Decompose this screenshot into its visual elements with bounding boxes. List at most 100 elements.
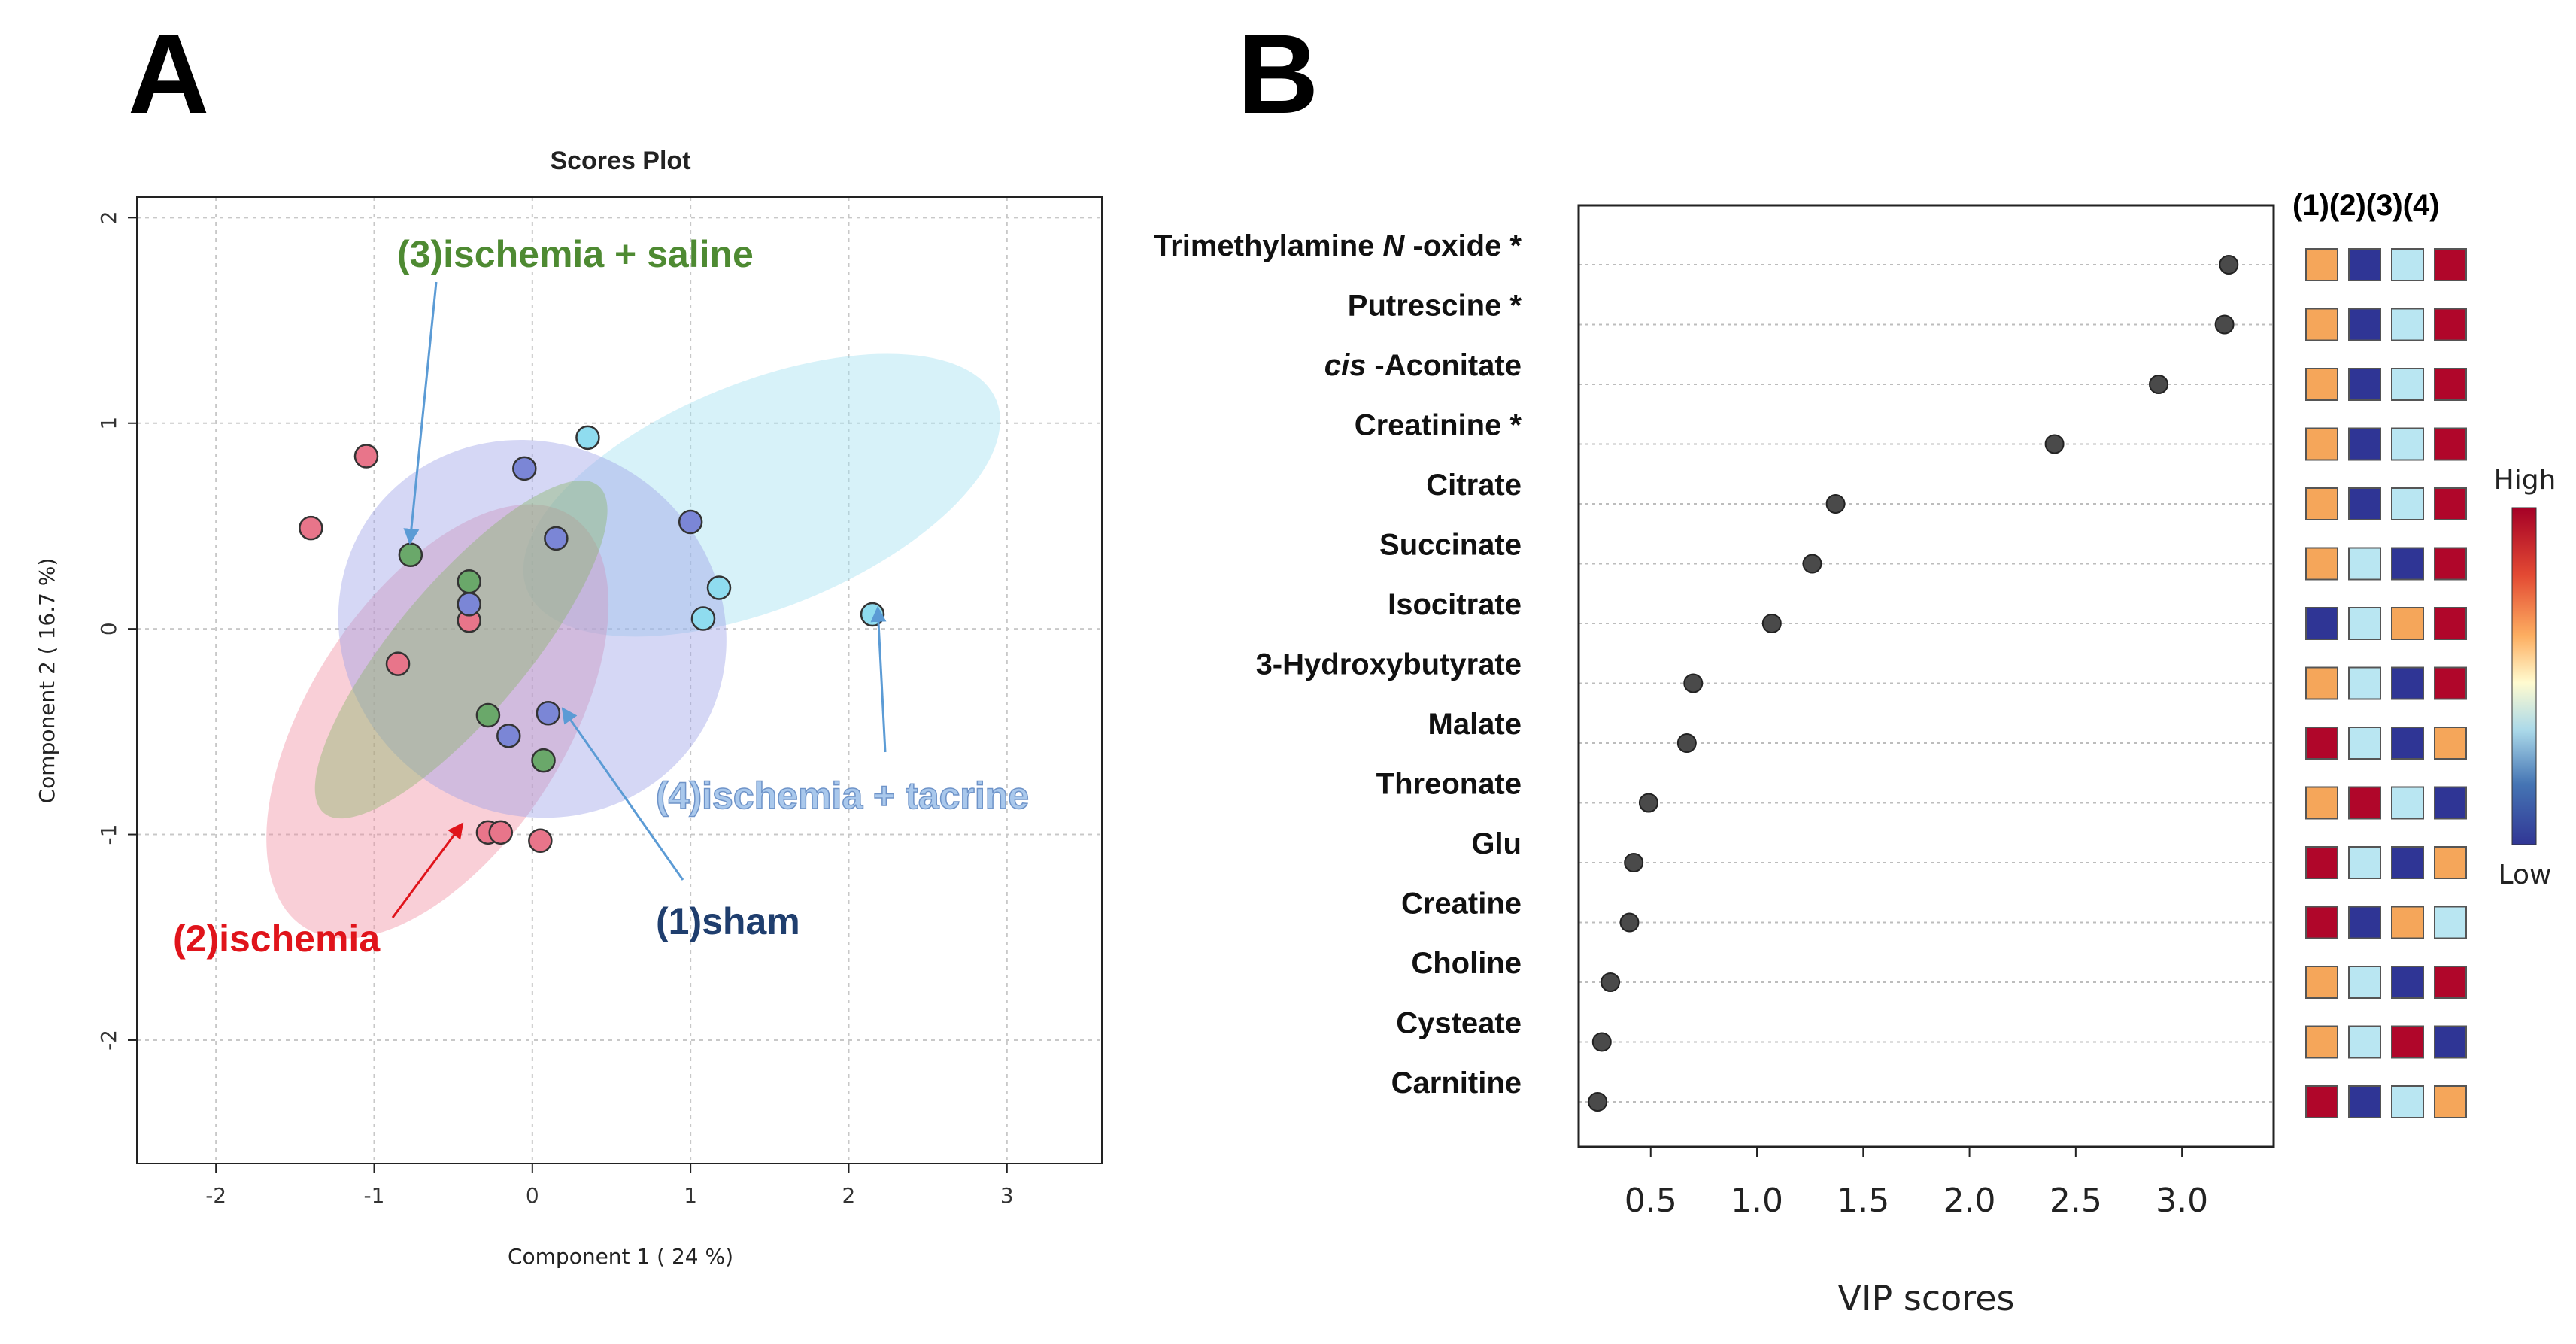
legend-color-bar [2511,507,2537,845]
heatmap-cell [2305,906,2338,939]
vip-point [2214,314,2235,335]
score-point [385,651,411,676]
vip-tick-label: 0.5 [1625,1182,1677,1220]
heatmap-cell [2434,846,2467,879]
heatmap-cell [2434,308,2467,341]
heatmap-cell [2305,1085,2338,1118]
metabolite-label: Choline [1411,947,1522,980]
metabolite-label: Putrescine * [1348,290,1522,323]
heatmap-cell [2391,846,2424,879]
heatmap-cell [2391,966,2424,999]
label-sham: (1)sham [656,900,800,942]
heatmap-cell [2305,786,2338,820]
legend-low: Low [2499,860,2552,890]
metabolite-label: Citrate [1426,469,1522,502]
heatmap-cell [2305,607,2338,640]
score-point [299,515,323,541]
arrow-ischemia-saline [403,281,438,545]
score-point [528,828,553,854]
vip-x-ticks: 0.5 1.0 1.5 2.0 2.5 3.0 [1625,1147,2208,1220]
heatmap-cell [2305,368,2338,401]
score-point [536,700,561,726]
vip-point [1588,1092,1608,1112]
score-point [706,575,732,600]
heatmap-cell [2348,368,2381,401]
metabolite-label: Isocitrate [1388,588,1522,621]
vip-point [1624,853,1644,872]
metabolite-label: Cysteate [1396,1007,1522,1040]
vip-point [2149,375,2169,394]
x-tick-label: 1 [684,1183,697,1208]
heatmap-cell [2391,906,2424,939]
heatmap-cell [2391,487,2424,520]
heatmap-cell [2348,308,2381,341]
y-axis-label: Component 2 ( 16.7 %) [35,558,59,804]
vip-point [1683,673,1704,693]
heatmap-cell [2348,727,2381,760]
heatmap-header: (1)(2)(3)(4) [2292,189,2440,222]
metabolite-label: Threonate [1376,768,1522,801]
vip-tick-label: 1.5 [1837,1182,1889,1220]
metabolite-label: Trimethylamine N -oxide * [1154,229,1522,262]
heatmap-cell [2434,966,2467,999]
y-tick-label: -2 [96,1030,121,1051]
score-point [457,592,481,617]
x-tick-label: 3 [1000,1183,1014,1208]
score-point [488,820,514,845]
legend-high: High [2494,465,2556,496]
label-ischemia-tacrine: (4)ischemia + tacrine [656,775,1029,817]
heatmap-cell [2434,1025,2467,1059]
metabolite-label: Malate [1428,708,1522,741]
arrow-ischemia [391,822,464,918]
score-point [544,526,569,551]
heatmap-cell [2434,368,2467,401]
heatmap-cell [2348,786,2381,820]
scores-plot-title: Scores Plot [550,147,690,175]
heatmap-cell [2434,248,2467,281]
vip-tick-label: 2.5 [2050,1182,2102,1220]
heatmap-cell [2391,666,2424,700]
heatmap-cell [2305,427,2338,461]
heatmap-cell [2391,368,2424,401]
y-tick-label: -1 [96,824,121,845]
heatmap-cell [2391,1085,2424,1118]
group-heatmap [2305,248,2467,1118]
vip-tick-label: 2.0 [1943,1182,1996,1220]
heatmap-cell [2391,1025,2424,1059]
heatmap-cell [2434,607,2467,640]
heatmap-cell [2348,966,2381,999]
heatmap-cell [2391,427,2424,461]
heatmap-cell [2305,1025,2338,1059]
heatmap-cell [2348,846,2381,879]
label-ischemia: (2)ischemia [173,918,381,960]
heatmap-cell [2305,248,2338,281]
vip-plot: Trimethylamine N -oxide * Putrescine * cis… [1154,189,2556,1318]
heatmap-cell [2305,666,2338,700]
vip-x-label: VIP scores [1838,1278,2015,1318]
heatmap-cell [2391,727,2424,760]
y-axis-ticks: -2 -1 0 1 2 [96,211,137,1051]
metabolite-label: 3-Hydroxybutyrate [1256,648,1522,681]
heatmap-cell [2305,547,2338,581]
ellipse--1-sham [338,439,727,818]
vip-point [1601,972,1621,992]
y-tick-label: 1 [96,417,121,430]
score-point [512,456,537,481]
x-axis-label: Component 1 ( 24 %) [508,1244,733,1269]
vip-point [1591,1032,1612,1052]
panel-a-letter: A [128,11,209,137]
x-tick-label: 2 [842,1183,856,1208]
vip-tick-label: 1.0 [1731,1182,1783,1220]
vip-point [1638,793,1658,813]
score-point [475,702,501,728]
heatmap-cell [2348,547,2381,581]
heatmap-cell [2348,1085,2381,1118]
heatmap-cell [2391,786,2424,820]
heatmap-cell [2391,607,2424,640]
arrow-sham [561,707,684,881]
heatmap-cell [2305,727,2338,760]
x-axis-ticks: -2 -1 0 1 2 3 [205,1163,1014,1208]
heatmap-cell [2391,547,2424,581]
score-point [398,542,423,567]
